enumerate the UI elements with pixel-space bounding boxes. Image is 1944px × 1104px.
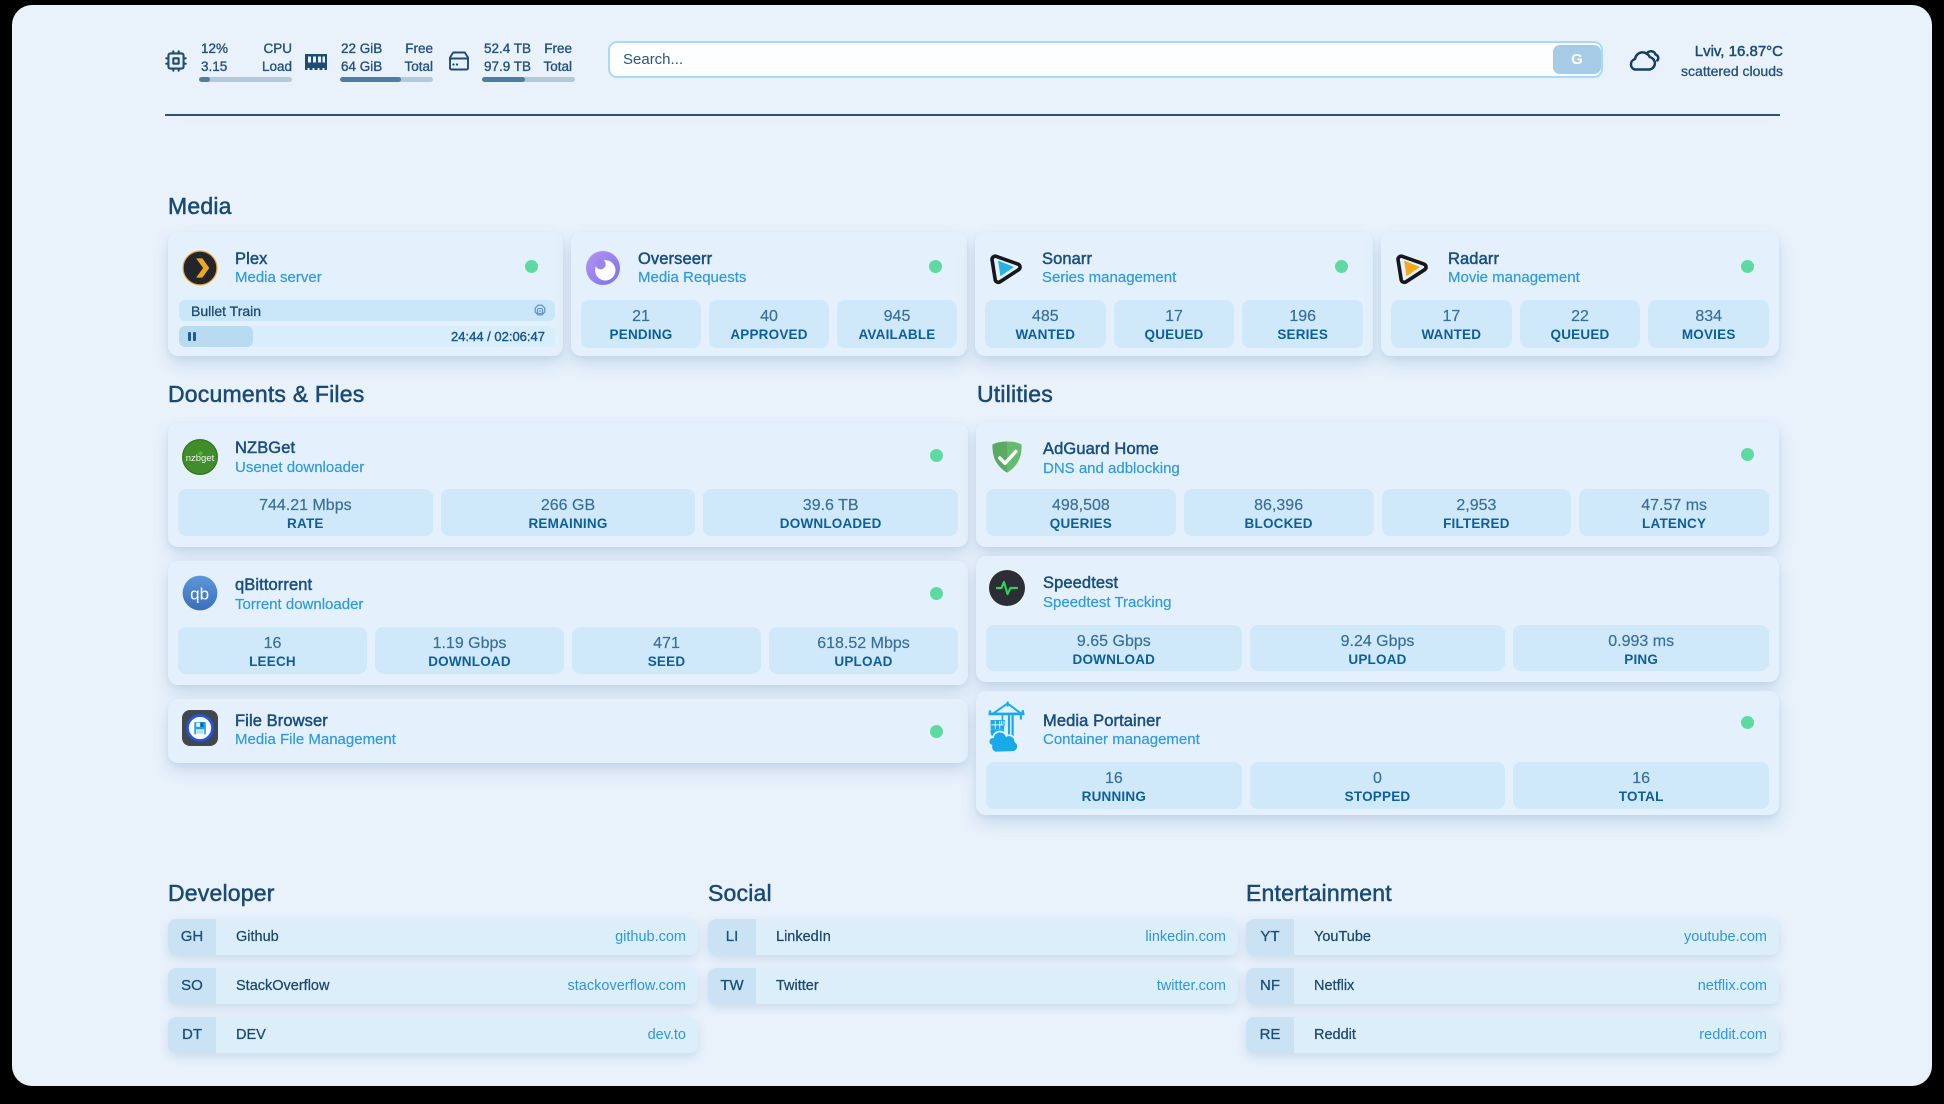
svg-text:qb: qb (190, 585, 209, 604)
svg-text:nzbget: nzbget (186, 453, 215, 464)
